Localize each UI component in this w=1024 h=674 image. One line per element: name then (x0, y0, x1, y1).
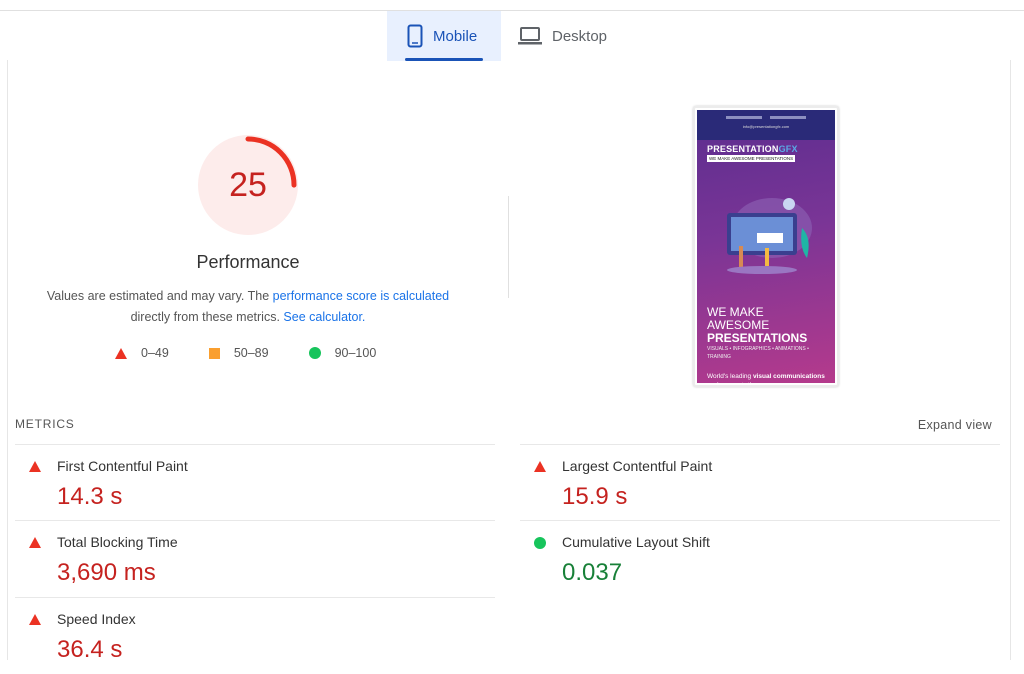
description-text: Values are estimated and may vary. The (46, 289, 273, 303)
legend-label: 0–49 (141, 346, 169, 360)
metric-name: Cumulative Layout Shift (562, 534, 710, 550)
metric-name: First Contentful Paint (57, 458, 188, 474)
metric-value: 0.037 (562, 559, 623, 586)
circle-icon (534, 537, 546, 549)
active-tab-indicator (405, 58, 483, 61)
legend-pass: 90–100 (308, 346, 377, 360)
metric-value: 36.4 s (57, 636, 123, 663)
screenshot-logo: PRESENTATIONGFX (707, 144, 798, 154)
triangle-icon (29, 461, 41, 472)
tab-label: Mobile (433, 27, 478, 45)
metric-value: 15.9 s (562, 483, 628, 510)
vertical-divider (508, 196, 509, 298)
metric-value: 14.3 s (57, 483, 123, 510)
score-calculated-link[interactable]: performance score is calculated (272, 289, 450, 303)
laptop-icon (518, 27, 542, 45)
square-icon (208, 347, 220, 359)
metric-name: Total Blocking Time (57, 534, 178, 550)
legend-average: 50–89 (208, 346, 269, 360)
metric-cumulative-layout-shift: Cumulative Layout Shift 0.037 (520, 520, 1000, 597)
top-divider (0, 10, 1024, 11)
metrics-heading: METRICS (15, 417, 75, 431)
performance-gauge: 25 (198, 135, 298, 235)
legend-label: 90–100 (334, 346, 377, 360)
metric-first-contentful-paint: First Contentful Paint 14.3 s (15, 444, 495, 521)
see-calculator-link[interactable]: See calculator. (283, 310, 366, 324)
legend-label: 50–89 (233, 346, 269, 360)
expand-view-button[interactable]: Expand view (917, 418, 992, 432)
metric-value: 3,690 ms (57, 559, 156, 586)
screenshot-illustration (727, 198, 812, 274)
gauge-background (198, 135, 298, 235)
metric-speed-index: Speed Index 36.4 s (15, 597, 495, 674)
performance-score: 25 (229, 165, 267, 204)
circle-icon (308, 347, 321, 359)
triangle-icon (115, 347, 127, 359)
gauge-arc (199, 136, 297, 234)
screenshot-lead: World's leading visual communications an… (707, 373, 825, 383)
metric-total-blocking-time: Total Blocking Time 3,690 ms (15, 520, 495, 597)
screenshot-headline: WE MAKE AWESOME PRESENTATIONS (707, 305, 808, 345)
performance-description: Values are estimated and may vary. The p… (20, 286, 476, 328)
legend-fail: 0–49 (115, 346, 169, 360)
performance-title: Performance (196, 252, 300, 272)
description-text: directly from these metrics. (130, 310, 284, 324)
tab-mobile[interactable]: Mobile (387, 11, 501, 61)
tab-label: Desktop (552, 27, 608, 45)
score-legend: 0–49 50–89 90–100 (115, 346, 416, 360)
metric-name: Speed Index (57, 611, 136, 627)
metric-largest-contentful-paint: Largest Contentful Paint 15.9 s (520, 444, 1000, 521)
triangle-icon (29, 614, 41, 625)
smartphone-icon (407, 24, 423, 48)
screenshot-header: info@presentationgfx.com (697, 110, 835, 140)
triangle-icon (534, 461, 546, 472)
metric-name: Largest Contentful Paint (562, 458, 713, 474)
screenshot-subline: VISUALS • INFOGRAPHICS • ANIMATIONS • TR… (707, 346, 809, 360)
triangle-icon (29, 537, 41, 548)
report-card (7, 60, 1011, 660)
tab-desktop[interactable]: Desktop (518, 11, 607, 61)
screenshot-tagline: WE MAKE AWESOME PRESENTATIONS (707, 155, 796, 162)
screenshot-email: info@presentationgfx.com (742, 124, 790, 129)
page-screenshot: info@presentationgfx.com PRESENTATIONGFX… (693, 106, 839, 387)
